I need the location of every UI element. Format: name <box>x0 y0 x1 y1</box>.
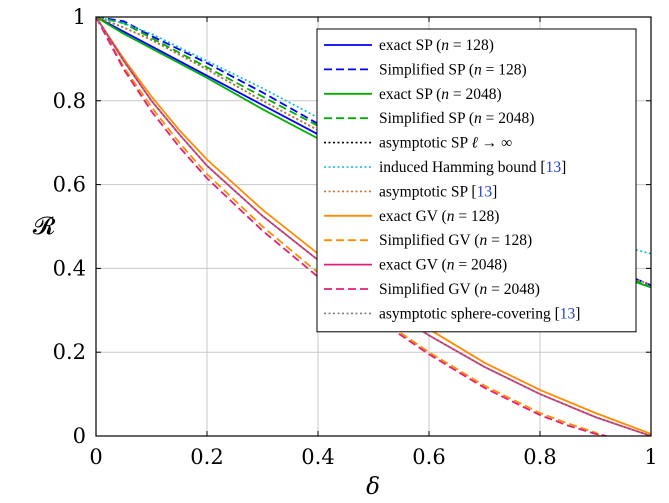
tick-labels: 0 0.2 0.4 0.6 0.8 1 0 0.2 0.4 0.6 0.8 1 <box>53 5 658 469</box>
legend-label: exact SP (n = 128) <box>379 37 494 54</box>
legend-label: asymptotic SP ℓ → ∞ <box>379 135 512 152</box>
legend-label: exact SP (n = 2048) <box>379 86 502 103</box>
plot-frame <box>95 16 652 437</box>
legend-label: Simplified SP (n = 128) <box>379 61 527 78</box>
x-tick-label: 0.4 <box>301 445 334 469</box>
x-tick-label: 0.8 <box>523 445 556 469</box>
y-tick-label: 0.6 <box>53 173 86 197</box>
x-tick-label: 0.2 <box>190 445 223 469</box>
legend-label: exact GV (n = 2048) <box>379 257 507 274</box>
legend-label: asymptotic SP [13] <box>379 183 497 200</box>
y-tick-label: 0.4 <box>53 256 86 280</box>
y-axis-label: 𝓡 <box>33 212 56 240</box>
legend-box <box>316 28 637 333</box>
x-tick-label: 0 <box>89 445 102 469</box>
legend-label: exact GV (n = 128) <box>379 208 499 225</box>
legend-label: Simplified GV (n = 2048) <box>379 281 540 298</box>
y-tick-label: 0.8 <box>53 89 86 113</box>
x-axis-label: δ <box>366 474 380 500</box>
series-line-11 <box>96 17 651 436</box>
x-tick-label: 1 <box>644 445 657 469</box>
legend-label: Simplified GV (n = 128) <box>379 232 532 249</box>
x-tick-label: 0.6 <box>412 445 445 469</box>
y-tick-label: 0 <box>73 424 86 448</box>
legend: exact SP (n = 128) Simplified SP (n = 128… <box>316 28 637 333</box>
legend-label: Simplified SP (n = 2048) <box>379 110 534 127</box>
y-tick-label: 1 <box>73 5 86 29</box>
legend-label: asymptotic sphere-covering [13] <box>379 305 580 322</box>
legend-label: induced Hamming bound [13] <box>379 159 566 176</box>
y-tick-label: 0.2 <box>53 340 86 364</box>
ticks <box>95 16 652 437</box>
